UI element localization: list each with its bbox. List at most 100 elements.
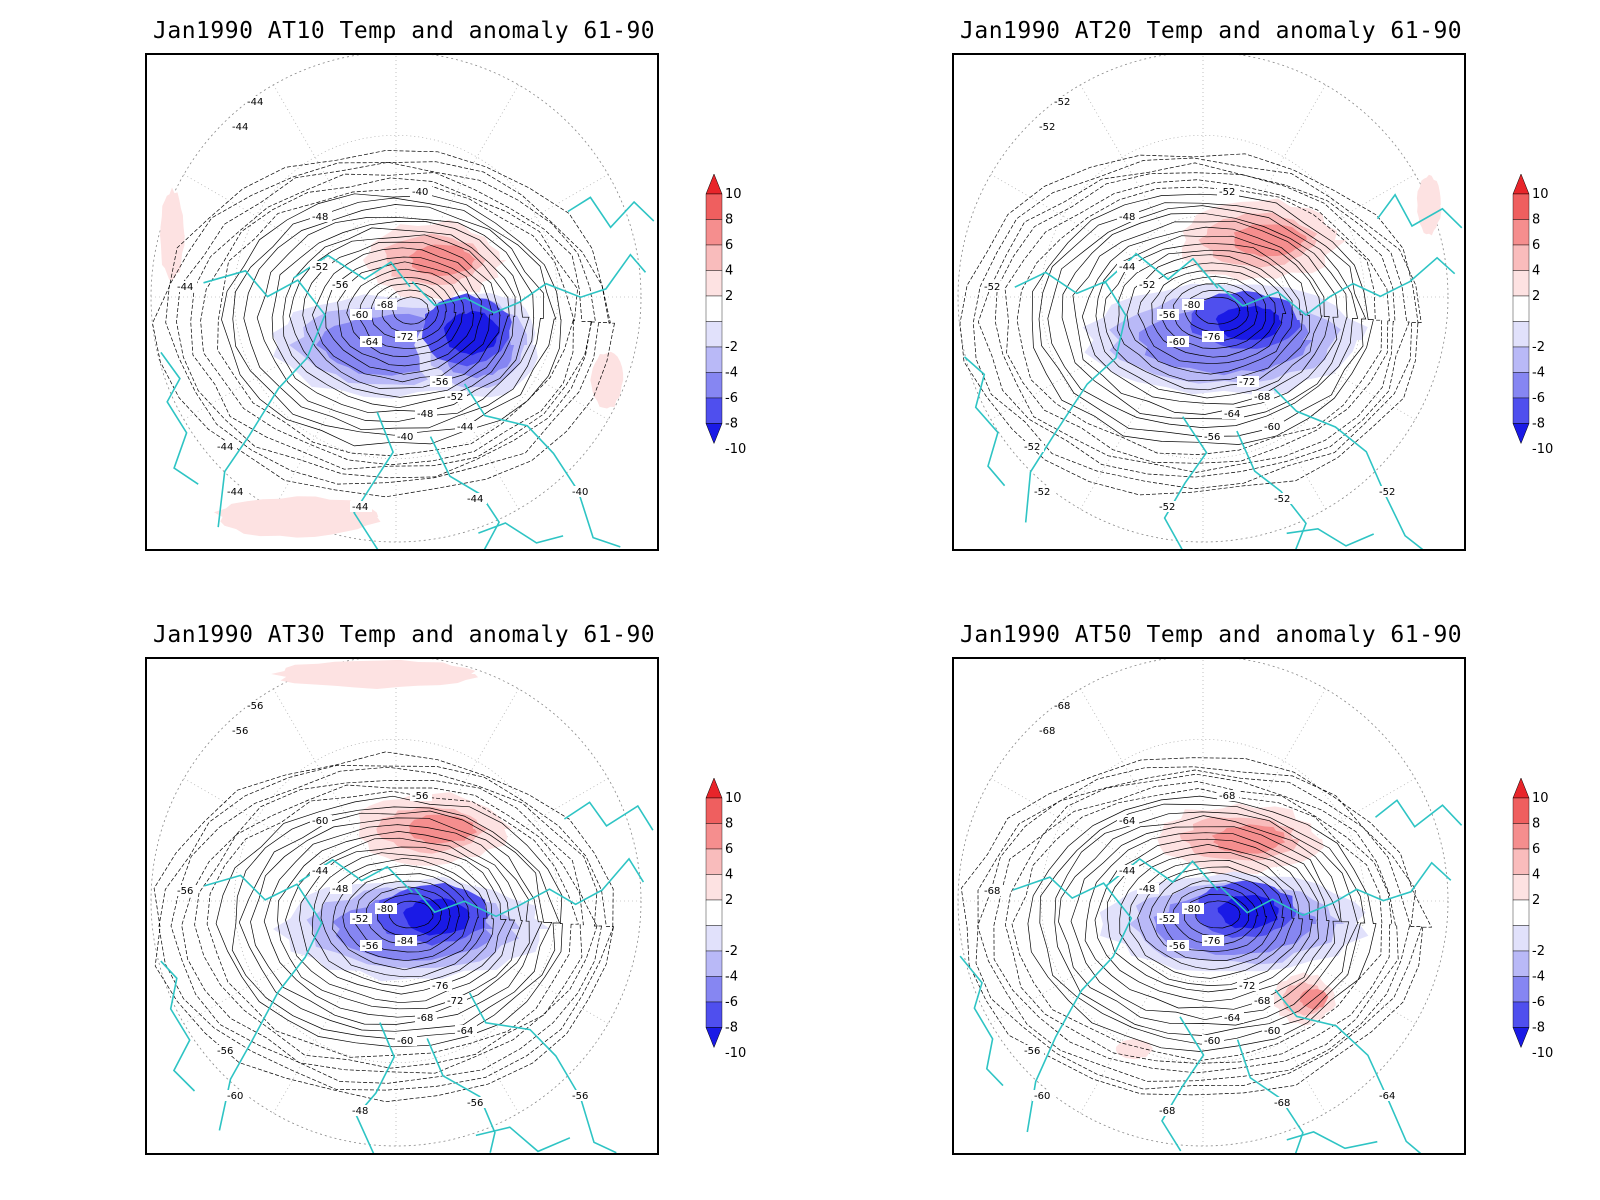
colorbar-legend: 10 8 6 4 2 -2 -4 -6 -8 -10: [1512, 173, 1553, 457]
colorbar-label: 2: [725, 289, 733, 304]
graticule-meridian: [990, 778, 1204, 902]
isotherm-contour: [370, 283, 447, 342]
svg-text:-52: -52: [1054, 97, 1070, 108]
colorbar-swatch: [705, 925, 723, 952]
coastline: [959, 955, 1004, 1087]
svg-text:-52: -52: [447, 392, 463, 403]
warm-anomaly: [213, 496, 381, 538]
svg-text:-44: -44: [177, 282, 193, 293]
svg-text:-56: -56: [572, 1091, 588, 1102]
warm-anomaly: [408, 814, 478, 844]
isotherm-contour: [1128, 860, 1295, 979]
contour-label: -56: [360, 940, 382, 952]
coastline: [1014, 271, 1127, 523]
contour-label: -40: [410, 186, 432, 198]
svg-text:-48: -48: [332, 884, 348, 895]
contour-label: -64: [1222, 1012, 1244, 1024]
svg-text:-84: -84: [397, 936, 413, 947]
colorbar-swatch: [1512, 797, 1530, 824]
warm-anomaly: [1115, 1038, 1153, 1060]
coastline: [1012, 876, 1133, 1133]
contour-label: -48: [1117, 211, 1139, 223]
graticule-meridian: [990, 174, 1204, 298]
isotherm-contour: [359, 276, 457, 350]
svg-text:-52: -52: [1159, 502, 1175, 513]
isotherm-contour: [1137, 866, 1285, 971]
contour-label: -68: [415, 1012, 437, 1024]
colorbar-swatch: [705, 295, 723, 322]
colorbar-swatch: [1512, 874, 1530, 901]
graticule-meridian: [395, 688, 519, 902]
panel-title: Jan1990 AT20 Temp and anomaly 61-90: [960, 18, 1463, 44]
svg-text:-68: -68: [1274, 1098, 1290, 1109]
contour-label: -56: [230, 725, 252, 737]
colorbar-swatch: [705, 244, 723, 271]
svg-text:-52: -52: [1379, 487, 1395, 498]
colorbar-swatch: [1512, 346, 1530, 373]
contour-label: -76: [1202, 331, 1224, 343]
contour-label: -52: [1052, 96, 1074, 108]
svg-text:-48: -48: [352, 1106, 368, 1117]
isotherm-contour: [217, 186, 575, 457]
isotherm-contour: [312, 247, 494, 383]
map-frame: -52 -52 -52 -52 -48 -44 -52 -56 -60 -80 -76 -72 -68 -…: [952, 53, 1466, 551]
isotherm-contour: [975, 766, 1423, 1090]
isotherm-contour: [1126, 254, 1294, 375]
coastline: [203, 874, 323, 1131]
isotherm-contour: [194, 784, 584, 1069]
coastline: [1286, 1131, 1378, 1150]
colorbar-swatch: [705, 976, 723, 1003]
contour-label: -72: [1237, 980, 1259, 992]
svg-text:-56: -56: [1024, 1046, 1040, 1057]
contour-label: -64: [455, 1025, 477, 1037]
contour-label: -52: [1037, 121, 1059, 133]
isotherm-contour: [1151, 270, 1276, 358]
colorbar-label: -8: [1532, 1021, 1545, 1036]
svg-text:-60: -60: [227, 1091, 243, 1102]
colorbar-swatch: [1512, 976, 1530, 1003]
isotherm-contour: [153, 751, 614, 1103]
colorbar-label: -2: [725, 340, 738, 355]
panel-title: Jan1990 AT10 Temp and anomaly 61-90: [153, 18, 656, 44]
svg-text:-60: -60: [1169, 337, 1185, 348]
coastline: [1161, 1016, 1205, 1152]
isotherm-contour: [1116, 249, 1303, 382]
isotherm-contour: [320, 857, 488, 978]
warm-anomaly: [1233, 224, 1307, 257]
colorbar-label: -4: [1532, 366, 1545, 381]
svg-text:-68: -68: [1159, 1106, 1175, 1117]
isotherm-contour: [271, 221, 530, 414]
svg-text:-48: -48: [312, 212, 328, 223]
coastline: [411, 253, 647, 314]
contour-label: -56: [175, 885, 197, 897]
isotherm-contour: [206, 790, 579, 1058]
colorbar-label: 10: [1532, 187, 1549, 202]
svg-text:-72: -72: [1239, 981, 1255, 992]
coastline: [355, 1022, 396, 1153]
svg-text:-80: -80: [1184, 300, 1200, 311]
isotherm-contour: [170, 766, 603, 1084]
svg-text:-40: -40: [412, 187, 428, 198]
isotherm-contour: [977, 769, 1411, 1082]
polar-map: -56 -56 -56 -56 -60 -44 -48 -52 -56 -80 -84 -76 -72 -…: [150, 659, 654, 1153]
svg-text:-60: -60: [312, 816, 328, 827]
contour-label: -44: [225, 486, 247, 498]
colorbar-label: -10: [725, 442, 746, 457]
contour-label: -68: [1157, 1105, 1179, 1117]
contour-label: -72: [395, 331, 417, 343]
coastline: [1236, 430, 1307, 549]
svg-text:-64: -64: [1379, 1091, 1395, 1102]
coastline: [1219, 861, 1452, 917]
coastline: [468, 992, 617, 1153]
colorbar-label: 10: [1532, 791, 1549, 806]
contour-label: -56: [330, 279, 352, 291]
contour-label: -48: [330, 883, 352, 895]
svg-text:-64: -64: [1119, 816, 1135, 827]
colorbar-label: -10: [725, 1046, 746, 1061]
polar-map: -44 -44 -44 -40 -48 -52 -56 -60 -64 -68 -72 -56 -52 -…: [150, 55, 655, 549]
colorbar-swatch: [1512, 321, 1530, 348]
colorbar-label: 4: [1532, 264, 1540, 279]
colorbar-label: -2: [1532, 944, 1545, 959]
contour-label: -44: [245, 96, 267, 108]
svg-text:-64: -64: [1224, 409, 1240, 420]
